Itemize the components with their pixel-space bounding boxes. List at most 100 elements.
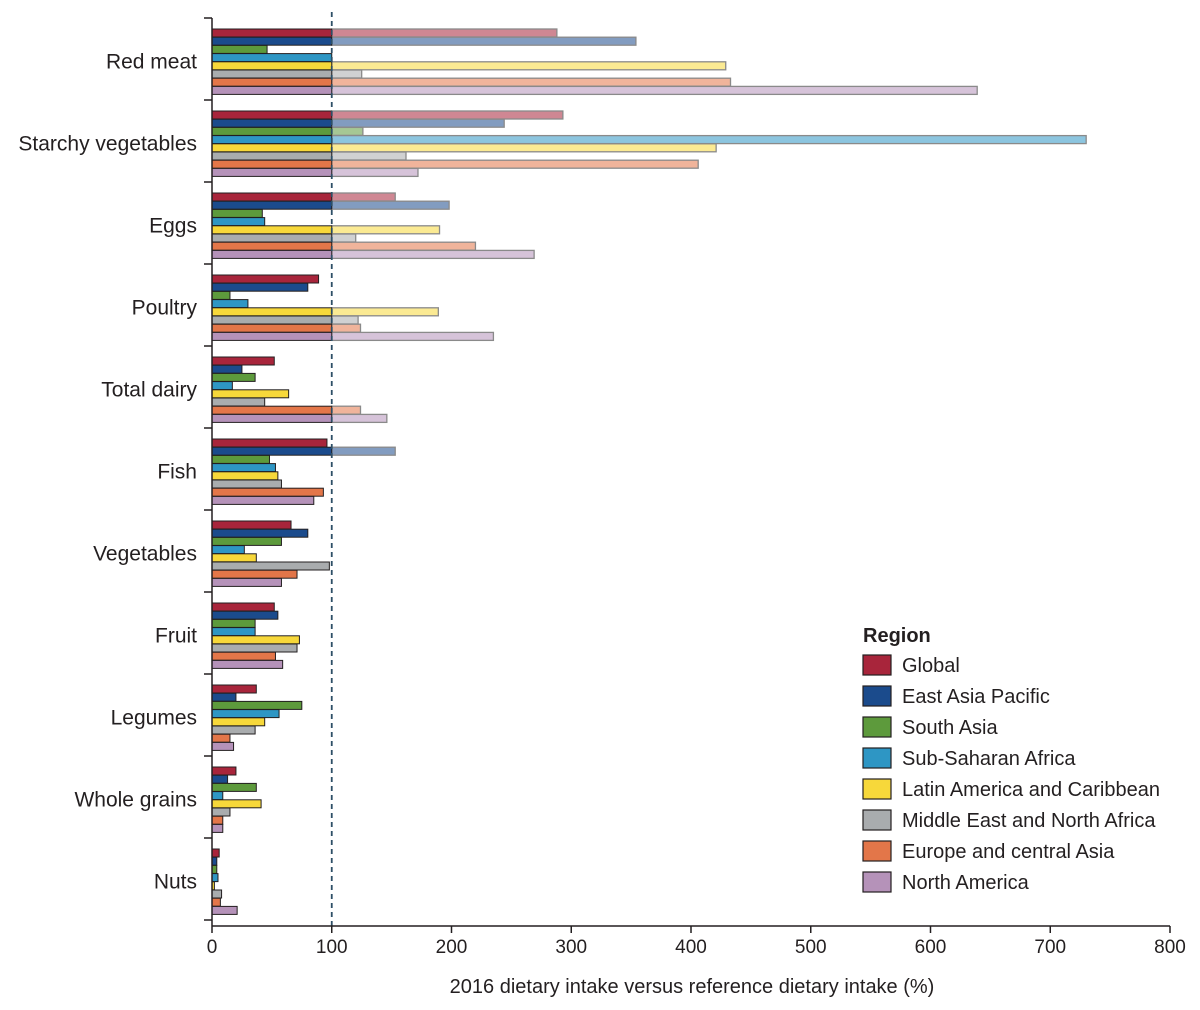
x-tick-label: 300 — [555, 937, 587, 958]
legend-swatch — [862, 840, 892, 862]
x-tick-label: 500 — [795, 937, 827, 958]
bar — [211, 848, 220, 858]
bar — [211, 725, 256, 735]
bar-excess — [331, 315, 359, 325]
bar — [211, 577, 282, 587]
bar — [211, 446, 333, 456]
legend-title: Region — [863, 625, 931, 647]
x-tick-label: 200 — [436, 937, 468, 958]
bar — [211, 873, 219, 883]
bar — [211, 545, 245, 555]
bar — [211, 381, 233, 391]
bar — [211, 233, 333, 243]
bar-excess — [331, 28, 558, 38]
bar-excess — [331, 331, 495, 342]
bar-excess — [331, 233, 357, 243]
bar — [211, 217, 266, 227]
bar — [211, 331, 333, 341]
bar — [211, 356, 275, 366]
category-label: Fish — [157, 461, 197, 484]
bar — [211, 118, 333, 128]
bar-excess — [331, 69, 363, 79]
bar — [211, 635, 300, 645]
axes-layer: Red meat Starchy vegetables Eggs Poultry Tot… — [18, 17, 1186, 958]
bar — [211, 717, 266, 727]
category-label: Red meat — [106, 51, 197, 74]
legend-swatch — [862, 871, 892, 893]
bar-excess — [331, 126, 364, 137]
bar — [211, 44, 268, 54]
bar-excess — [331, 249, 535, 260]
bar — [211, 200, 333, 210]
category-label: Vegetables — [93, 543, 197, 566]
bar-excess — [331, 405, 362, 415]
bar-excess — [331, 77, 732, 87]
bar — [211, 413, 333, 423]
bar — [211, 159, 333, 169]
bar — [211, 709, 280, 719]
legend-swatch — [862, 654, 892, 676]
legend-swatch — [862, 716, 892, 738]
bar-excess — [331, 159, 699, 169]
bar — [211, 520, 292, 530]
bar — [211, 618, 256, 628]
bar — [211, 602, 275, 612]
bar — [211, 700, 303, 710]
legend-label: North America — [902, 872, 1030, 894]
bar — [211, 651, 276, 661]
x-tick-label: 400 — [675, 937, 707, 958]
bar — [211, 733, 231, 743]
bar — [211, 36, 333, 46]
category-label: Nuts — [154, 871, 197, 894]
bar — [211, 167, 333, 177]
bar — [211, 299, 249, 309]
legend: Region Global East Asia Pacific South Asia… — [862, 625, 1160, 894]
x-tick-label: 800 — [1154, 937, 1186, 958]
bar — [211, 528, 309, 538]
legend-swatch — [862, 778, 892, 800]
bar — [211, 397, 266, 407]
bar-excess — [331, 241, 477, 251]
bar — [211, 225, 333, 235]
x-axis-title: 2016 dietary intake versus reference die… — [450, 976, 935, 998]
bar — [211, 208, 263, 218]
bar — [211, 627, 256, 637]
bar — [211, 53, 333, 63]
x-tick-label: 100 — [316, 937, 348, 958]
bar — [211, 692, 237, 702]
bar — [211, 487, 324, 497]
legend-items: Global East Asia Pacific South Asia Sub-Sah… — [862, 654, 1160, 894]
bar — [211, 143, 333, 153]
bar-excess — [331, 307, 439, 317]
bar — [211, 807, 231, 817]
bar — [211, 799, 262, 809]
legend-label: Sub-Saharan Africa — [902, 748, 1076, 770]
bar — [211, 905, 238, 915]
bar-excess — [331, 167, 419, 178]
bar — [211, 791, 224, 801]
x-tick-label: 600 — [915, 937, 947, 958]
bar — [211, 610, 279, 620]
bar — [211, 897, 221, 907]
bar — [211, 192, 333, 202]
bar — [211, 463, 276, 473]
bar-excess — [331, 61, 727, 71]
category-label: Total dairy — [101, 379, 197, 402]
bar — [211, 282, 309, 292]
bar-excess — [331, 225, 441, 235]
bar — [211, 249, 333, 259]
bar — [211, 290, 231, 300]
bar — [211, 766, 237, 776]
bar-excess — [331, 143, 717, 153]
bar-excess — [331, 110, 564, 120]
legend-swatch — [862, 685, 892, 707]
legend-label: Middle East and North Africa — [902, 810, 1156, 832]
bar — [211, 471, 279, 481]
bar — [211, 454, 270, 464]
bar — [211, 561, 330, 571]
bar — [211, 372, 256, 382]
bar — [211, 684, 257, 694]
bar-excess — [331, 85, 978, 96]
bar — [211, 77, 333, 87]
bar — [211, 69, 333, 79]
